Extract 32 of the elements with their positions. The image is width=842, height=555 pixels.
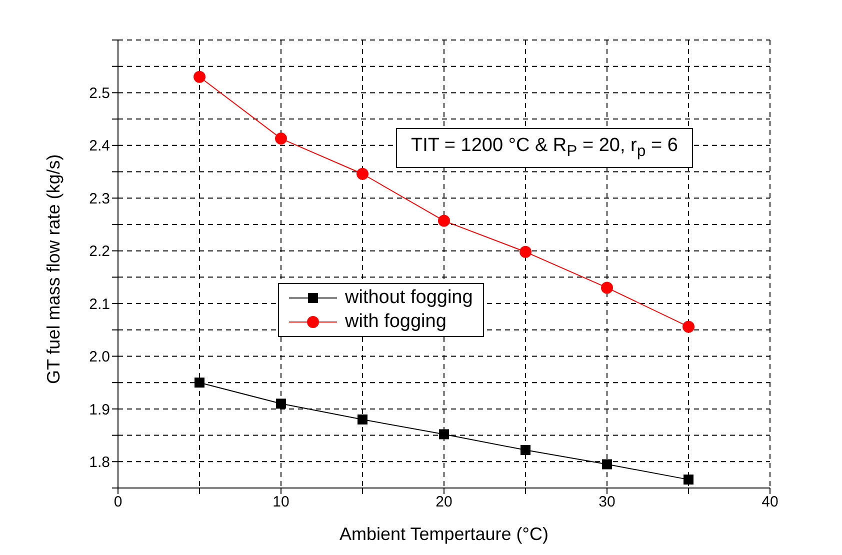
x-tick-label: 20 (436, 494, 452, 511)
y-tick-label: 2.3 (89, 190, 110, 208)
y-tick-label: 2.5 (89, 85, 110, 102)
x-tick-label: 30 (598, 494, 616, 511)
point (682, 320, 694, 333)
point (520, 246, 532, 258)
annotation: TIT = 1200 °C & R$_{P}$ = 20, r$_{p}$ = 6 (396, 128, 693, 168)
point (194, 378, 204, 388)
y-tick-label: 2.4 (89, 138, 110, 155)
y-tick-label: 2.1 (89, 296, 110, 313)
x-tick-label: 0 (114, 494, 122, 511)
x-axis-title: Ambient Tempertaure (°C) (340, 524, 548, 544)
point (601, 282, 613, 294)
y-axis-title: GT fuel mass flow rate (kg/s) (43, 154, 64, 384)
y-tick-label: 2.2 (89, 243, 110, 260)
point (356, 168, 368, 180)
y-tick-label: 1.9 (89, 401, 110, 418)
legend-label: without fogging (345, 286, 473, 310)
y-tick-label: 1.8 (89, 454, 110, 471)
point (275, 132, 287, 145)
x-tick-label: 10 (272, 494, 290, 511)
point (684, 474, 694, 485)
point (358, 414, 368, 424)
legend-label: with fogging (345, 310, 446, 334)
point (439, 429, 449, 440)
y-tick-label: 2.0 (89, 348, 110, 366)
point (194, 70, 206, 83)
point (276, 398, 286, 409)
x-tick-label: 40 (762, 494, 778, 511)
point (602, 459, 612, 470)
point (438, 214, 450, 227)
point (520, 445, 530, 456)
